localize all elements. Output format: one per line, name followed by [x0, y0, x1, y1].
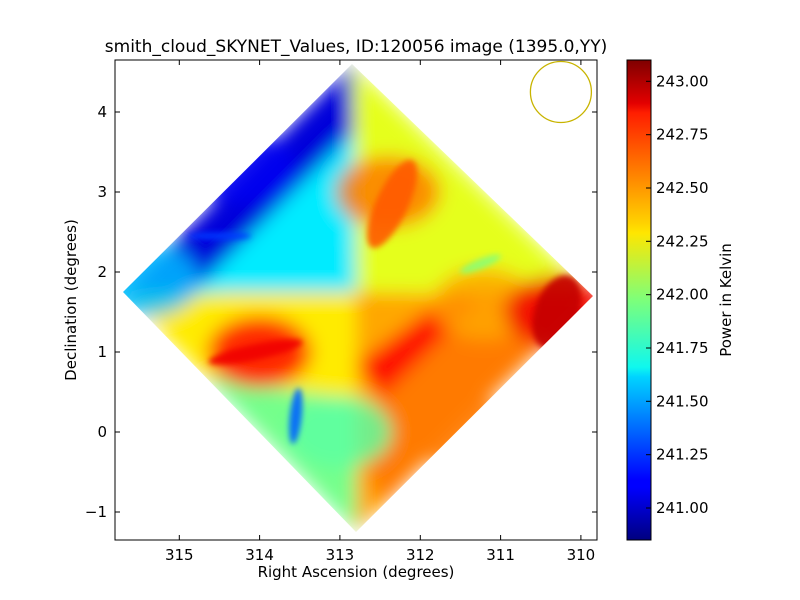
colorbar	[626, 59, 652, 541]
y-tick-label: 4	[97, 103, 107, 121]
colorbar-tick-label: 242.25	[656, 232, 709, 250]
heat-quadrant-northwest	[352, 64, 593, 296]
y-tick-label: 1	[97, 343, 107, 361]
colorbar-label: Power in Kelvin	[717, 243, 735, 357]
colorbar-axis: 241.00 241.25 241.50 241.75 242.00 242.25 242.…	[646, 72, 709, 517]
y-tick-label: 0	[97, 423, 107, 441]
y-axis-label: Declination (degrees)	[62, 219, 80, 381]
colorbar-tick-label: 241.50	[656, 392, 709, 410]
colorbar-tick-label: 243.00	[656, 72, 709, 90]
heatmap-field	[123, 64, 593, 532]
colorbar-tick-label: 242.00	[656, 286, 709, 304]
ridge-north-orange	[367, 159, 418, 249]
ridge-west-green	[460, 254, 501, 274]
x-tick-label: 314	[245, 546, 274, 564]
heat-region-5	[287, 396, 392, 468]
x-tick-label: 313	[326, 546, 355, 564]
heatmap-image	[123, 64, 593, 532]
colorbar-tick-label: 241.00	[656, 499, 709, 517]
heat-region-7	[123, 244, 200, 316]
y-tick-label: 2	[97, 263, 107, 281]
y-tick-label: −1	[85, 503, 107, 521]
ridge-east-blue	[187, 232, 252, 240]
x-tick-label: 312	[406, 546, 435, 564]
x-tick-label: 311	[486, 546, 515, 564]
x-tick-label: 315	[165, 546, 194, 564]
x-axis: 315 314 313 312 311 310	[165, 60, 595, 564]
colorbar-tick-label: 241.25	[656, 446, 709, 464]
chart-title: smith_cloud_SKYNET_Values, ID:120056 ima…	[105, 37, 607, 57]
x-tick-label: 310	[567, 546, 596, 564]
y-tick-label: 3	[97, 183, 107, 201]
beam-circle	[529, 60, 593, 124]
colorbar-tick-label: 242.75	[656, 126, 709, 144]
x-axis-label: Right Ascension (degrees)	[258, 563, 455, 581]
ridge-east-red	[208, 339, 303, 365]
colorbar-tick-label: 242.50	[656, 179, 709, 197]
plot-frame	[114, 59, 598, 541]
y-axis: −1 0 1 2 3 4	[85, 103, 597, 521]
colorbar-tick-label: 241.75	[656, 339, 709, 357]
ridge-south-blue	[289, 388, 303, 444]
